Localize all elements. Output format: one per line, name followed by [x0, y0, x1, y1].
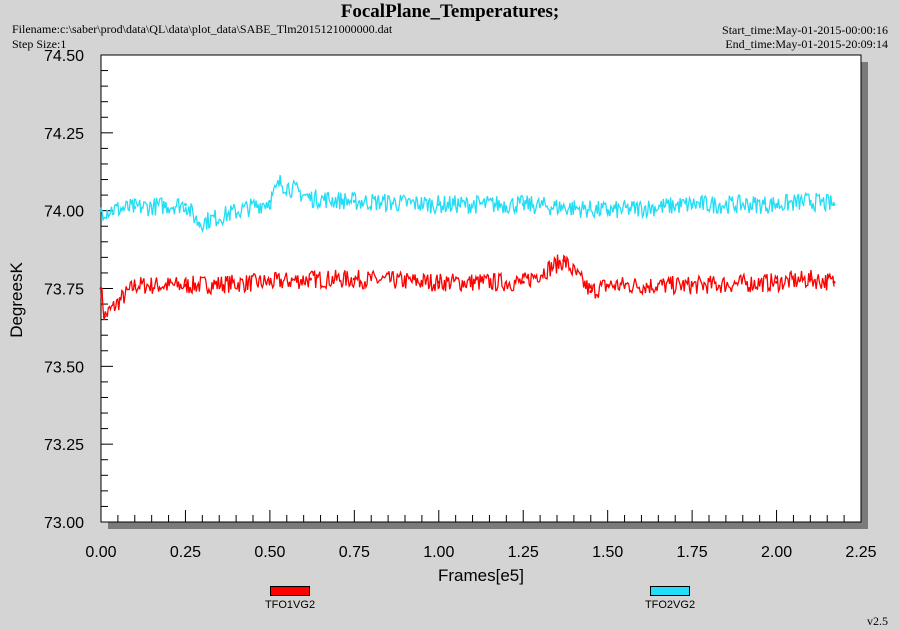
legend-label-tfo1vg2: TFO1VG2: [264, 599, 316, 611]
data-point: [589, 290, 593, 294]
data-point: [99, 287, 103, 290]
data-point: [278, 181, 282, 185]
data-point: [521, 280, 525, 284]
data-point: [606, 209, 610, 213]
x-tick-label: 1.25: [508, 544, 539, 561]
data-point: [197, 221, 201, 225]
data-point: [268, 280, 272, 284]
legend-label-tfo2vg2: TFO2VG2: [644, 599, 696, 611]
series-tfo2vg2: [99, 175, 836, 234]
x-tick-label: 2.00: [761, 544, 792, 561]
data-point: [775, 280, 779, 284]
x-axis-label: Frames[e5]: [438, 566, 524, 585]
data-point: [308, 277, 312, 281]
data-point: [606, 283, 610, 287]
version-label: v2.5: [867, 614, 888, 628]
data-point: [521, 202, 525, 206]
data-point: [183, 283, 187, 287]
data-point: [133, 283, 137, 287]
y-tick-label: 74.50: [44, 48, 84, 65]
axis-ticks: 0.00 0.25 0.50 0.75 1.00 1.25 1.50 1.75 2.00 2.25…: [44, 48, 877, 561]
data-point: [102, 315, 106, 319]
filename-label: Filename:c:\saber\prod\data\QL\data\plot…: [12, 22, 393, 36]
x-tick-label: 1.00: [423, 544, 454, 561]
legend-item-tfo2vg2: TFO2VG2: [640, 586, 700, 611]
data-point: [808, 277, 812, 281]
series-line-tfo1vg2: [100, 254, 835, 321]
data-point: [437, 202, 441, 206]
x-tick-label: 0.25: [170, 544, 201, 561]
y-tick-label: 73.75: [44, 282, 84, 299]
step-size-label: Step Size:1: [12, 37, 67, 51]
data-point: [562, 258, 566, 262]
series-tfo1vg2: [99, 254, 836, 321]
data-point: [268, 199, 272, 203]
x-tick-label: 2.25: [845, 544, 876, 561]
y-tick-label: 74.25: [44, 126, 84, 143]
y-tick-label: 74.00: [44, 204, 84, 221]
x-tick-label: 0.50: [254, 544, 285, 561]
data-point: [352, 199, 356, 203]
data-point: [308, 196, 312, 200]
data-point: [808, 199, 812, 203]
x-tick-label: 0.00: [85, 544, 116, 561]
legend-item-tfo1vg2: TFO1VG2: [260, 586, 320, 611]
data-point: [133, 206, 137, 210]
y-tick-label: 73.50: [44, 359, 84, 376]
series-layer: [99, 175, 836, 321]
data-point: [832, 202, 836, 206]
data-point: [690, 283, 694, 287]
x-tick-label: 0.75: [339, 544, 370, 561]
legend-swatch-tfo1vg2: [270, 586, 310, 596]
start-time-label: Start_time:May-01-2015-00:00:16: [722, 23, 888, 37]
y-tick-label: 73.00: [44, 515, 84, 532]
data-point: [775, 202, 779, 206]
series-line-tfo2vg2: [100, 175, 835, 234]
data-point: [99, 209, 103, 213]
data-point: [183, 202, 187, 206]
data-point: [690, 202, 694, 206]
legend-swatch-tfo2vg2: [650, 586, 690, 596]
data-point: [437, 280, 441, 284]
data-point: [832, 280, 836, 284]
y-axis-label: DegreesK: [7, 262, 26, 338]
x-tick-label: 1.50: [592, 544, 623, 561]
chart-title: FocalPlane_Temperatures;: [340, 1, 560, 22]
end-time-label: End_time:May-01-2015-20:09:14: [725, 37, 888, 51]
x-tick-label: 1.75: [677, 544, 708, 561]
y-tick-label: 73.25: [44, 437, 84, 454]
plot-area: [100, 54, 862, 523]
data-point: [352, 277, 356, 281]
